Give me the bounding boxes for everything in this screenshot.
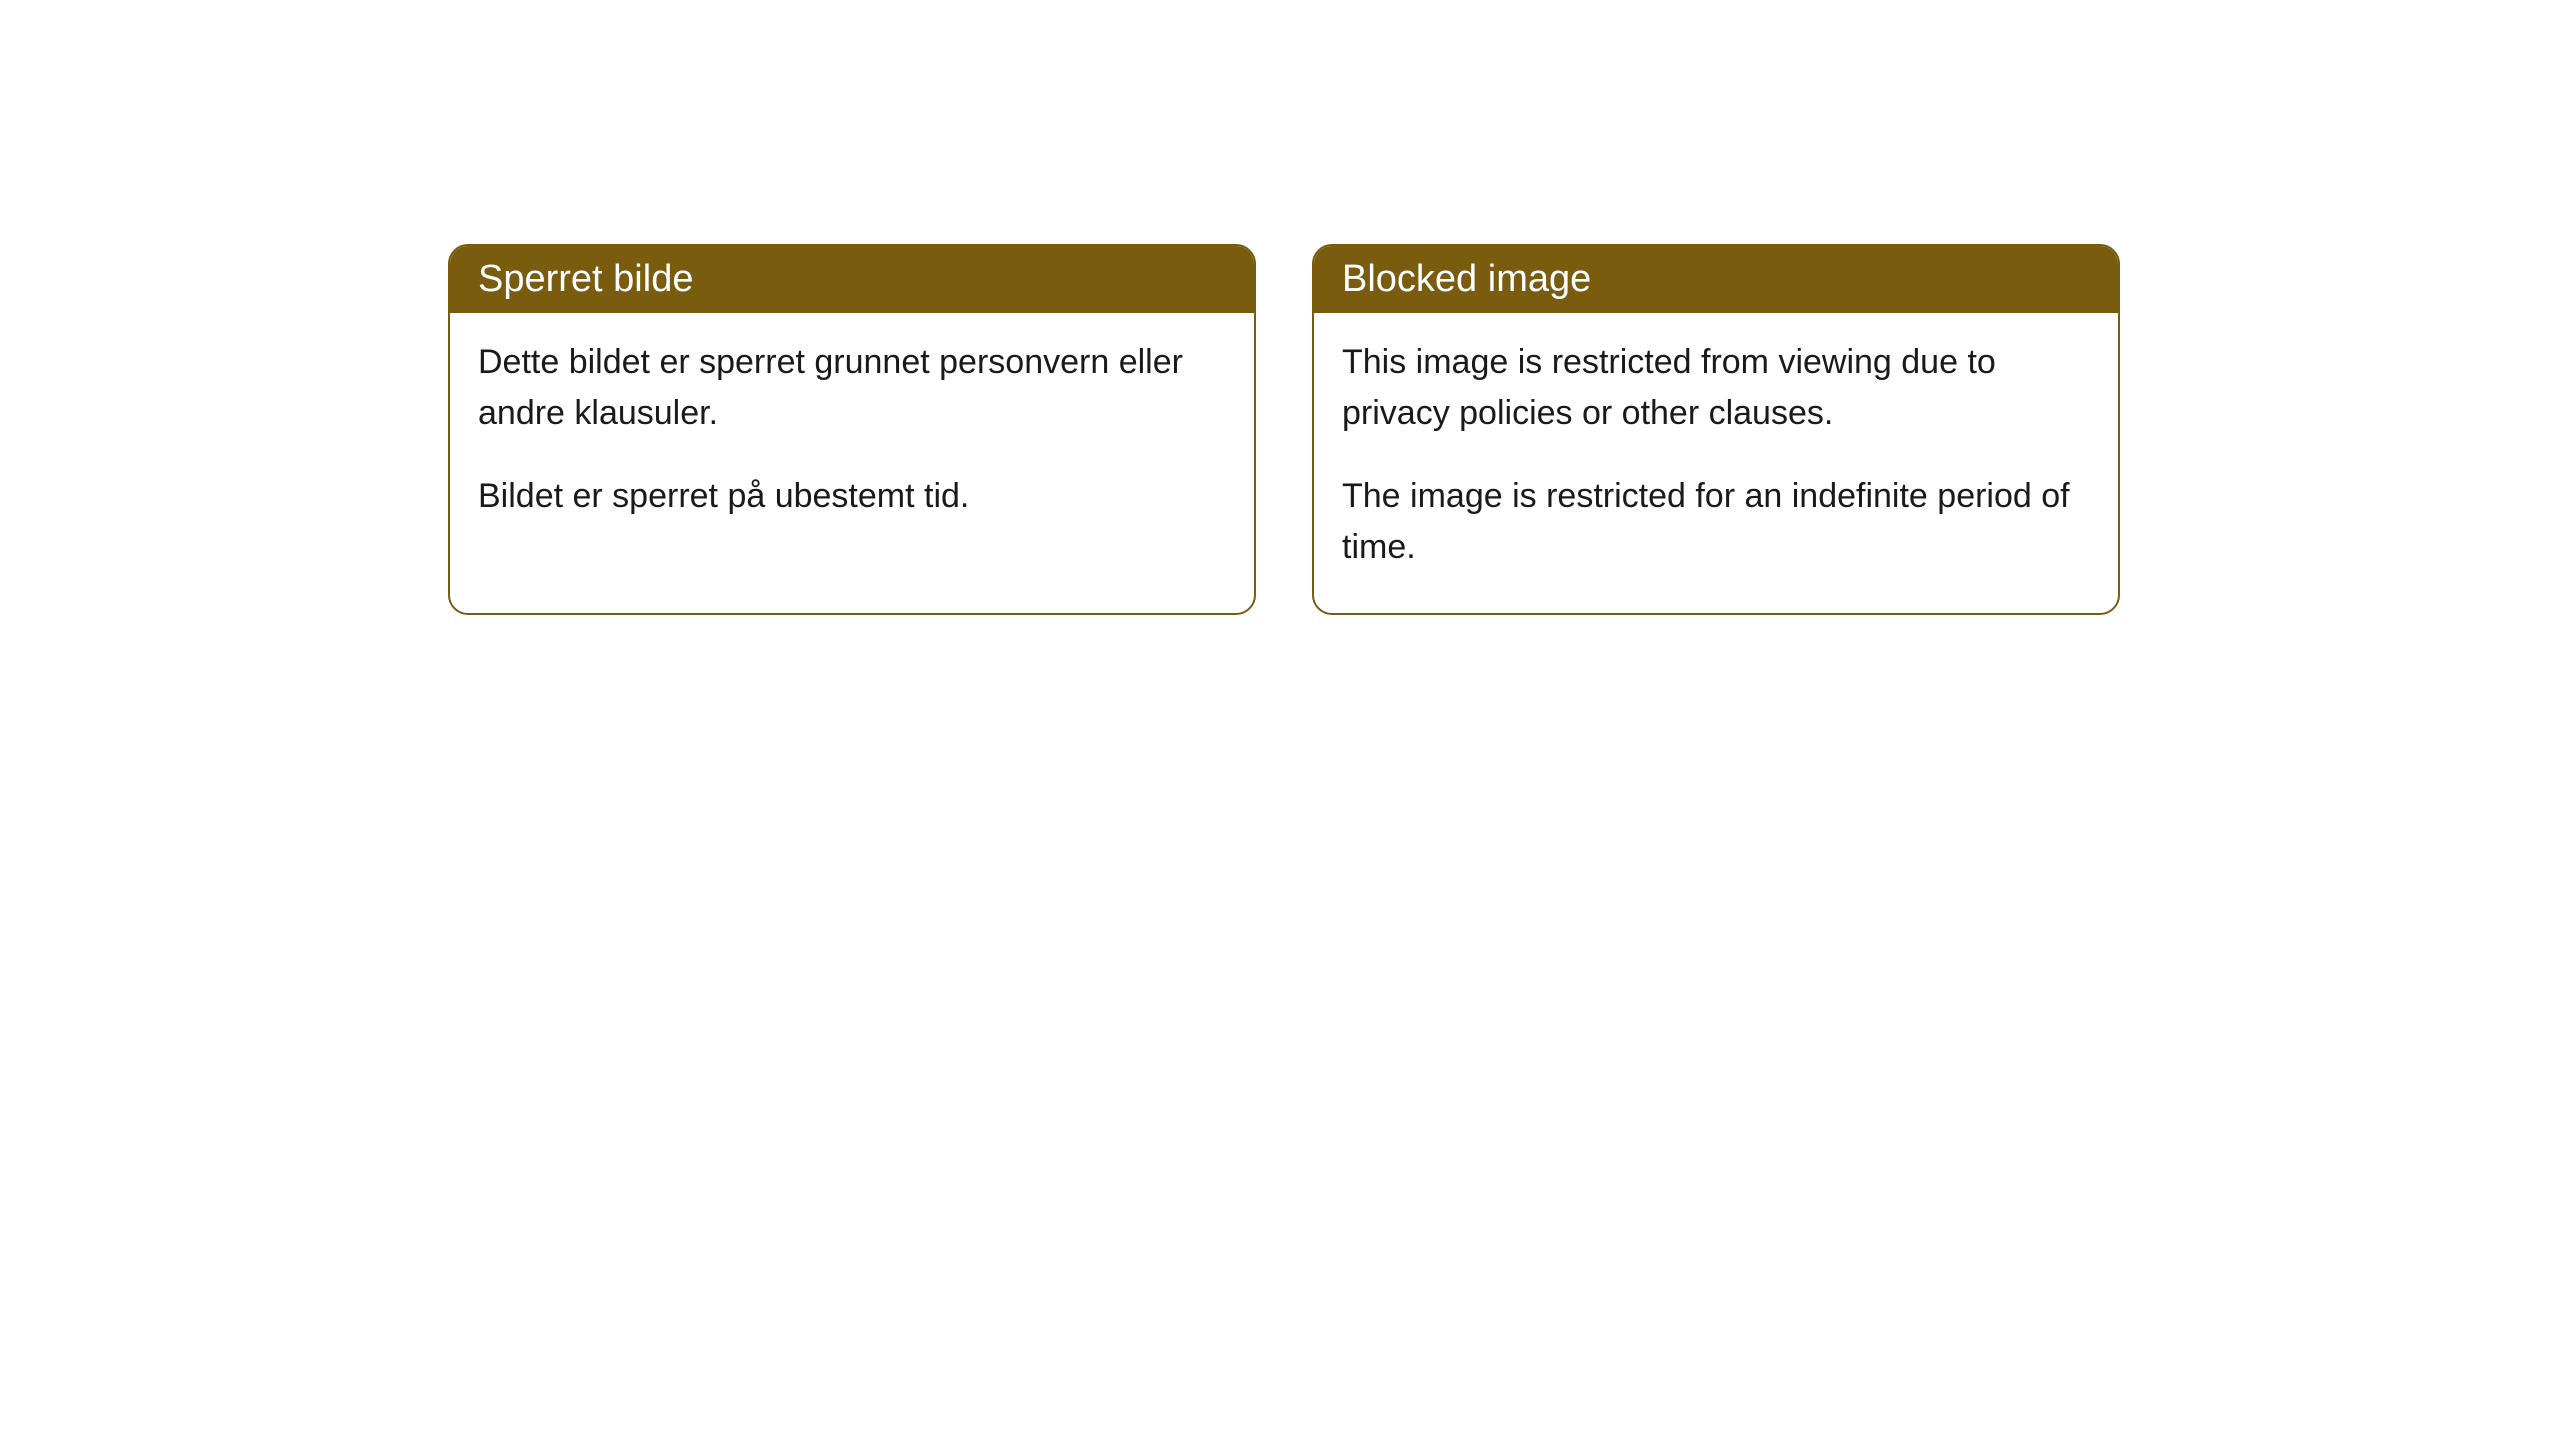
card-header: Sperret bilde — [450, 246, 1254, 313]
card-paragraph-1: Dette bildet er sperret grunnet personve… — [478, 337, 1226, 439]
card-body: Dette bildet er sperret grunnet personve… — [450, 313, 1254, 562]
card-paragraph-2: Bildet er sperret på ubestemt tid. — [478, 471, 1226, 522]
card-header: Blocked image — [1314, 246, 2118, 313]
card-body: This image is restricted from viewing du… — [1314, 313, 2118, 613]
cards-container: Sperret bilde Dette bildet er sperret gr… — [0, 0, 2560, 615]
card-title: Sperret bilde — [478, 258, 693, 300]
card-title: Blocked image — [1342, 258, 1591, 300]
blocked-image-card-english: Blocked image This image is restricted f… — [1312, 244, 2120, 615]
blocked-image-card-norwegian: Sperret bilde Dette bildet er sperret gr… — [448, 244, 1256, 615]
card-paragraph-1: This image is restricted from viewing du… — [1342, 337, 2090, 439]
card-paragraph-2: The image is restricted for an indefinit… — [1342, 471, 2090, 573]
